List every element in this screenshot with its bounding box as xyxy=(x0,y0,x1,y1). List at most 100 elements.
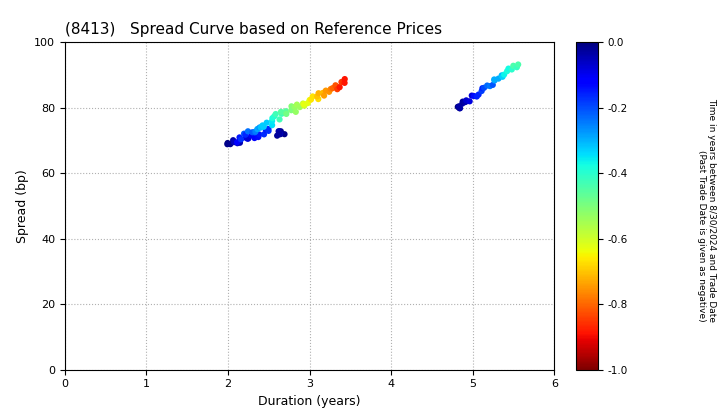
Point xyxy=(266,118,278,124)
Point xyxy=(468,93,480,100)
Point xyxy=(477,85,488,92)
Point xyxy=(492,75,504,82)
Point xyxy=(485,83,496,89)
Point xyxy=(266,115,278,121)
Point xyxy=(511,64,523,71)
Point xyxy=(232,140,243,147)
Text: Time in years between 8/30/2024 and Trade Date
(Past Trade Date is given as nega: Time in years between 8/30/2024 and Trad… xyxy=(697,98,716,322)
Point xyxy=(253,131,265,138)
Point xyxy=(457,98,469,105)
Point xyxy=(273,128,284,135)
Point xyxy=(263,126,274,132)
Point xyxy=(302,100,314,106)
Point xyxy=(281,110,292,117)
Point xyxy=(489,77,500,84)
Point xyxy=(234,138,246,144)
Point xyxy=(471,93,482,100)
Point xyxy=(307,93,318,100)
Point xyxy=(274,131,286,138)
Point xyxy=(459,99,471,105)
Point xyxy=(271,132,283,139)
Point xyxy=(497,74,508,80)
Point xyxy=(453,103,464,110)
Point xyxy=(243,135,254,142)
Point xyxy=(508,63,519,69)
Point xyxy=(274,116,285,123)
Point xyxy=(253,134,264,140)
Point xyxy=(478,84,490,91)
Point xyxy=(222,141,233,147)
Point xyxy=(234,134,246,141)
Point xyxy=(339,79,351,86)
Point xyxy=(249,129,261,136)
Point xyxy=(257,122,269,129)
Point xyxy=(312,90,324,97)
Point xyxy=(270,111,282,118)
Point xyxy=(482,82,493,89)
Point xyxy=(260,127,271,134)
Point xyxy=(240,134,251,141)
Point xyxy=(461,97,472,104)
Point xyxy=(274,130,286,137)
Point xyxy=(234,139,246,146)
Point xyxy=(246,129,258,136)
Point xyxy=(276,110,287,117)
Point xyxy=(454,105,466,112)
X-axis label: Duration (years): Duration (years) xyxy=(258,395,361,408)
Point xyxy=(250,131,261,138)
Point xyxy=(263,128,274,134)
Point xyxy=(317,89,328,96)
Point xyxy=(330,82,341,89)
Point xyxy=(297,100,309,107)
Point xyxy=(305,96,317,103)
Point xyxy=(222,140,233,147)
Point xyxy=(258,123,269,130)
Point xyxy=(266,122,278,129)
Point xyxy=(286,103,297,110)
Point xyxy=(452,103,464,110)
Point xyxy=(280,108,292,115)
Point xyxy=(242,135,253,142)
Point xyxy=(294,104,305,110)
Point xyxy=(261,119,272,126)
Point xyxy=(325,86,336,92)
Point xyxy=(473,91,485,98)
Point xyxy=(336,79,347,85)
Point xyxy=(291,101,302,108)
Point xyxy=(273,131,284,137)
Point xyxy=(496,72,508,79)
Point xyxy=(235,136,247,142)
Point xyxy=(503,65,514,72)
Point xyxy=(228,139,240,145)
Point xyxy=(476,88,487,94)
Point xyxy=(246,132,257,139)
Point xyxy=(254,124,266,131)
Point xyxy=(275,128,287,135)
Point xyxy=(454,103,465,110)
Point xyxy=(312,93,323,100)
Point xyxy=(454,105,465,112)
Point xyxy=(464,98,475,105)
Point xyxy=(487,81,498,88)
Point xyxy=(289,104,300,110)
Point xyxy=(299,102,310,109)
Point xyxy=(466,92,477,99)
Point xyxy=(298,101,310,108)
Y-axis label: Spread (bp): Spread (bp) xyxy=(16,169,29,243)
Point xyxy=(330,83,342,90)
Point xyxy=(228,137,239,144)
Point xyxy=(320,87,332,94)
Point xyxy=(513,61,524,68)
Point xyxy=(339,76,351,82)
Point xyxy=(318,92,330,99)
Point xyxy=(242,128,253,135)
Point xyxy=(312,96,324,102)
Point xyxy=(275,108,287,115)
Point xyxy=(269,113,280,120)
Point xyxy=(279,131,290,138)
Text: (8413)   Spread Curve based on Reference Prices: (8413) Spread Curve based on Reference P… xyxy=(65,22,442,37)
Point xyxy=(251,126,263,132)
Point xyxy=(456,100,468,107)
Point xyxy=(238,130,250,137)
Point xyxy=(501,68,513,74)
